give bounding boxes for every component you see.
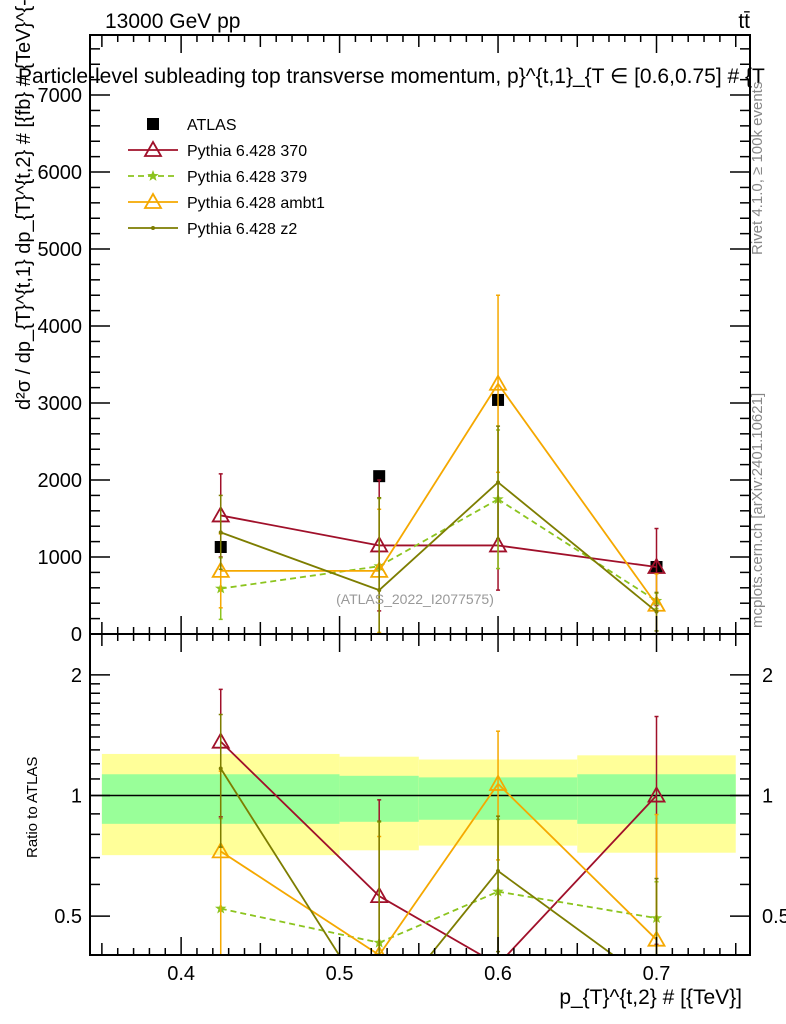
legend-label: Pythia 6.428 370 (187, 143, 307, 160)
y-tick-label: 1000 (38, 547, 83, 569)
watermark: (ATLAS_2022_I2077575) (336, 591, 494, 607)
legend-label: ATLAS (187, 117, 237, 134)
y-tick-label: 0 (71, 624, 82, 646)
series-line-segment (219, 768, 340, 955)
axes: 0.4 0.5 0.6 0.7 0 1000 2000 3000 4000 5000 6000 700… (38, 35, 786, 985)
legend-marker (151, 226, 155, 230)
header-left: 13000 GeV pp (105, 10, 240, 33)
series-line-segment (497, 481, 658, 613)
legend-item-ATLAS: ATLAS (147, 117, 237, 134)
series-line-segment (220, 514, 380, 547)
series-line-segment (220, 850, 380, 955)
data-point (211, 561, 231, 578)
legend-marker (143, 192, 163, 209)
legend-item-370: Pythia 6.428 370 (128, 140, 307, 160)
series-line-segment (497, 870, 614, 955)
upper-ylabel: d²σ / dp_{T}^{t,1} dp_{T}^{t,2} # [{fb} … (13, 0, 35, 410)
x-tick-label: 0.7 (643, 963, 671, 985)
ratio-y-tick-label: 0.5 (54, 906, 82, 928)
header-right: tt̄ (738, 10, 750, 33)
series-line-segment (378, 890, 499, 944)
data-point (646, 557, 667, 574)
series-line-segment (220, 741, 380, 897)
legend-item-ambt1: Pythia 6.428 ambt1 (128, 192, 325, 212)
data-point (488, 774, 508, 791)
series-line-segment (220, 907, 380, 944)
mcplots-label: mcplots.cern.ch [arXiv:2401.10621] (749, 393, 766, 628)
y-tick-label: 5000 (38, 239, 83, 261)
series-z2 (218, 713, 659, 955)
data-point (218, 530, 223, 535)
series-line-segment (378, 783, 499, 955)
legend-item-379: Pythia 6.428 379 (128, 169, 307, 186)
ratio-frame (89, 633, 751, 956)
legend-marker (147, 118, 159, 130)
legend-marker (143, 140, 163, 157)
legend-item-z2: Pythia 6.428 z2 (128, 221, 297, 238)
legend-label: Pythia 6.428 379 (187, 169, 307, 186)
series-line-segment (497, 783, 658, 941)
x-tick-label: 0.4 (167, 963, 195, 985)
data-point (646, 785, 667, 803)
ratio-y-tick-label: 1 (71, 786, 82, 808)
ratio-ylabel: Ratio to ATLAS (24, 757, 41, 858)
ratio-panel-marks (90, 688, 750, 955)
y-tick-label: 7000 (38, 85, 83, 107)
series-line-segment (378, 895, 482, 955)
series-line-segment (497, 383, 658, 606)
data-point (218, 766, 223, 771)
xlabel: p_{T}^{t,2} # [{TeV}] (559, 986, 742, 1009)
data-point (488, 373, 508, 391)
data-point (211, 841, 231, 859)
legend: ATLAS Pythia 6.428 370 Pythia 6.428 379 Pyt… (128, 117, 325, 238)
series-z2 (218, 425, 659, 634)
y-tick-label: 6000 (38, 162, 83, 184)
series-line-segment (497, 498, 657, 602)
rivet-label: Rivet 4.1.0, ≥ 100k events (749, 82, 766, 255)
series-line-segment (220, 565, 380, 590)
x-tick-label: 0.6 (484, 963, 512, 985)
series-line-segment (220, 531, 380, 591)
x-tick-label: 0.5 (326, 963, 354, 985)
series-line-segment (378, 481, 499, 591)
ratio-y-tick-label-right: 2 (762, 665, 773, 687)
data-point (377, 588, 382, 593)
ratio-y-tick-label: 2 (71, 665, 82, 687)
y-tick-label: 3000 (38, 393, 83, 415)
series-line-segment (497, 544, 657, 568)
ratio-uncertainty-bands (101, 753, 736, 856)
y-tick-label: 2000 (38, 470, 83, 492)
data-point (373, 470, 386, 483)
legend-label: Pythia 6.428 ambt1 (187, 195, 325, 212)
legend-label: Pythia 6.428 z2 (187, 221, 297, 238)
series-line-segment (378, 498, 499, 568)
legend-marker (147, 170, 159, 181)
series-line-segment (506, 794, 658, 955)
data-point (496, 480, 501, 485)
upper-panel-marks (211, 294, 667, 634)
y-tick-label: 4000 (38, 316, 83, 338)
series-ambt1 (211, 294, 667, 634)
ratio-y-tick-label-right: 1 (762, 786, 773, 808)
data-point (496, 869, 501, 874)
series-line-segment (378, 383, 499, 572)
ratio-y-tick-label-right: 0.5 (762, 906, 786, 928)
data-point (654, 609, 659, 614)
series-line-segment (497, 890, 657, 920)
plot-title: Particle-level subleading top transverse… (18, 65, 765, 88)
series-line-segment (429, 870, 499, 955)
